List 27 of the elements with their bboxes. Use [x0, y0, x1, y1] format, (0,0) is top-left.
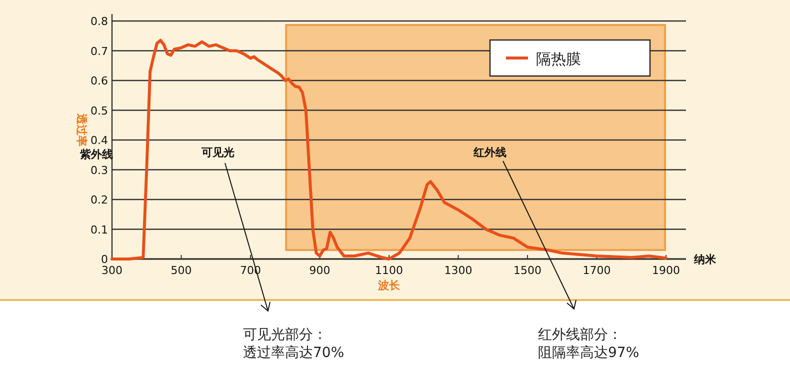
- x-tick-label: 1500: [514, 264, 542, 277]
- y-tick-label: 0.5: [90, 104, 108, 118]
- x-tick-label: 500: [170, 264, 192, 277]
- y-tick-label: 0.1: [90, 223, 108, 236]
- text: 可见光部分：: [243, 327, 327, 343]
- annotation: 可见光: [200, 146, 234, 159]
- y-tick-label: 0.3: [90, 164, 108, 177]
- text: 纳米: [693, 253, 717, 266]
- x-tick-label: 1700: [582, 264, 611, 277]
- x-tick-label: 1900: [652, 264, 680, 277]
- text: 红外线部分：: [538, 327, 622, 343]
- y-tick-label: 0.2: [90, 194, 108, 206]
- y-tick-label: 0.4: [90, 134, 108, 147]
- x-tick-label: 900: [309, 264, 330, 277]
- text: 透过率高达70%: [243, 345, 344, 361]
- x-tick-label: 1100: [375, 264, 403, 277]
- x-axis-title: 波长: [377, 279, 401, 292]
- y-tick-label: 0: [101, 253, 108, 266]
- y-tick-label: 0.6: [90, 74, 108, 88]
- text: 阻隔率高达97%: [538, 345, 640, 361]
- x-tick-label: 300: [102, 264, 122, 277]
- y-axis-title: 透过率: [75, 112, 88, 146]
- annotation: 红外线: [472, 146, 506, 159]
- legend-label: 隔热膜: [536, 50, 581, 68]
- x-tick-label: 1300: [444, 264, 472, 277]
- y-tick-label: 0.7: [90, 44, 108, 58]
- y-tick-label: 0.8: [90, 15, 108, 28]
